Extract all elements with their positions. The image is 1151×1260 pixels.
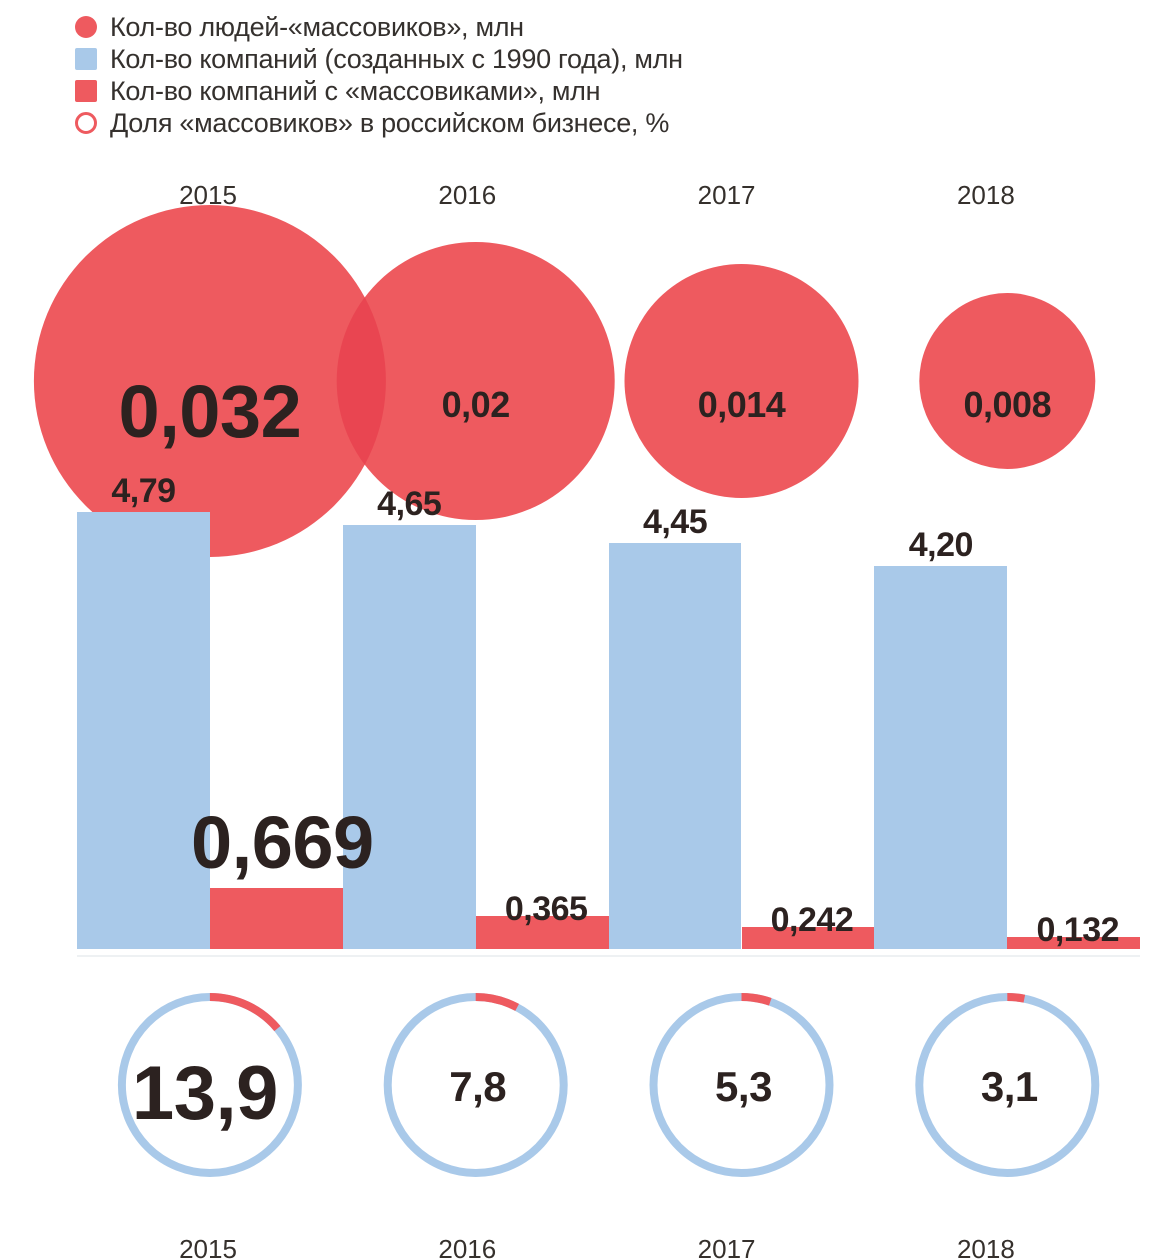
mass-companies-bar-2016 <box>475 915 609 949</box>
legend-open-circle-icon <box>75 112 97 134</box>
bar-value-label: 4,45 <box>642 503 708 542</box>
donut-value-label: 3,1 <box>980 1063 1038 1110</box>
bar-value-label: 4,20 <box>908 525 974 564</box>
bubble-value-label: 0,032 <box>118 370 302 453</box>
people-bubble-2017 <box>624 264 859 498</box>
year-label-bottom-2015: 2015 <box>179 1234 237 1260</box>
donut-share-arc-2016 <box>383 993 568 1177</box>
people-bubble-2015 <box>33 205 386 557</box>
year-label-top-2016: 2016 <box>438 180 497 210</box>
bubble-value-label: 0,008 <box>963 384 1052 425</box>
companies-bar-2016 <box>342 524 476 949</box>
legend-filled-circle-icon <box>75 16 97 38</box>
bar-value-label: 4,65 <box>377 484 442 523</box>
bubble-value-label: 0,02 <box>441 384 511 425</box>
year-label-bottom-2017: 2017 <box>697 1234 756 1260</box>
mass-bar-value-label: 0,669 <box>191 801 374 884</box>
year-label-top-2015: 2015 <box>179 180 237 210</box>
mass-companies-bar-2015 <box>209 887 343 949</box>
companies-bar-2017 <box>608 543 742 949</box>
mass-bar-value-label: 0,132 <box>1036 910 1120 949</box>
bar-value-label: 4,79 <box>111 472 176 511</box>
year-label-bottom-2016: 2016 <box>438 1234 497 1260</box>
donut-share-arc-2017 <box>649 993 834 1177</box>
year-label-bottom-2018: 2018 <box>956 1234 1015 1260</box>
legend-item-label: Кол-во компаний (созданных с 1990 года),… <box>110 44 683 74</box>
baseline-rule <box>77 955 1140 957</box>
companies-bar-2018 <box>874 565 1008 949</box>
mass-companies-bar-2017 <box>741 926 875 949</box>
donut-value-label: 7,8 <box>449 1063 507 1110</box>
donut-value-label: 5,3 <box>715 1063 772 1110</box>
year-label-top-2017: 2017 <box>697 180 756 210</box>
people-bubble-2016 <box>336 242 615 520</box>
donut-value-label: 13,9 <box>131 1051 278 1136</box>
people-bubble-2018 <box>919 293 1096 469</box>
legend-square-icon <box>75 80 97 102</box>
companies-bar-2015 <box>77 512 210 949</box>
mass-bar-value-label: 0,242 <box>770 900 854 939</box>
legend-item-label: Кол-во людей-«массовиков», млн <box>110 12 524 42</box>
legend-square-icon <box>75 48 97 70</box>
legend-item-label: Доля «массовиков» в российском бизнесе, … <box>110 108 670 138</box>
bubble-value-label: 0,014 <box>697 384 786 425</box>
donut-share-arc-2015 <box>117 993 302 1177</box>
donut-share-arc-2018 <box>915 993 1100 1177</box>
legend: Кол-во людей-«массовиков», млн Кол-во ком… <box>0 0 1151 160</box>
year-label-top-2018: 2018 <box>956 180 1015 210</box>
mass-bar-value-label: 0,365 <box>504 889 588 928</box>
mass-companies-bar-2018 <box>1007 936 1141 949</box>
legend-item-label: Кол-во компаний с «массовиками», млн <box>110 76 601 106</box>
